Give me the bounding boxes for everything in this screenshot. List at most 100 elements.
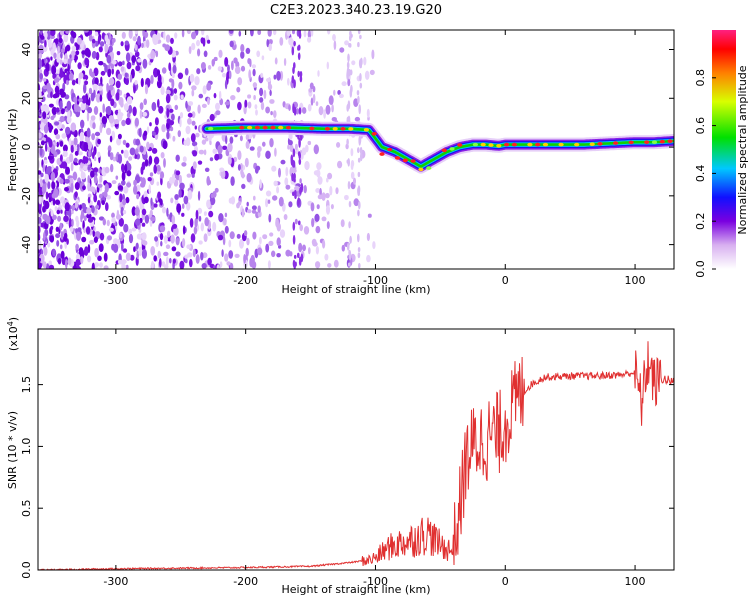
spectrogram-cell	[51, 106, 57, 115]
spectrogram-cell	[197, 190, 201, 201]
spectrogram-cell	[177, 130, 181, 138]
spectrogram-cell	[69, 217, 72, 227]
spectrogram-cell	[47, 155, 54, 161]
spectrogram-cell	[192, 248, 196, 258]
spectrogram-cell	[121, 119, 126, 127]
spectrogram-cell	[45, 191, 49, 200]
spectrogram-cell	[71, 209, 74, 215]
spectrogram-cell	[171, 215, 176, 225]
spectrogram-cell	[292, 148, 296, 158]
spectrogram-cell	[179, 118, 182, 128]
spectrogram-cell	[231, 60, 234, 71]
spectrogram-cell	[265, 243, 270, 253]
spectrogram-cell	[165, 104, 170, 112]
spectrogram-cell	[179, 112, 184, 119]
spectrogram-cell	[64, 46, 68, 53]
y-tick-label: 20	[20, 91, 33, 105]
spectrogram-cell	[201, 30, 205, 36]
spectrogram-cell	[107, 150, 111, 157]
spectrogram-cell	[332, 34, 336, 41]
spectrogram-cell	[51, 65, 57, 75]
spectrogram-cell	[60, 230, 64, 240]
ridge-hotspot	[394, 156, 401, 160]
spectrogram-cell	[175, 251, 181, 257]
spectrogram-cell	[357, 30, 361, 35]
spectrogram-cell	[315, 188, 321, 193]
spectrogram-cell	[39, 30, 43, 35]
spectrogram-cell	[245, 47, 251, 55]
ridge-hotspot	[278, 125, 284, 130]
spectrogram-cell	[46, 30, 51, 40]
spectrogram-cell	[198, 240, 203, 245]
spectrogram-cell	[157, 250, 161, 259]
spectrogram-cell	[191, 173, 195, 178]
spectrogram-cell	[157, 73, 162, 84]
spectrogram-cell	[359, 82, 363, 89]
spectrogram-cell	[191, 120, 196, 126]
spectrogram-cell	[79, 204, 82, 211]
spectrogram-cell	[86, 213, 92, 219]
spectrogram-cell	[262, 141, 266, 147]
spectrogram-cell	[80, 213, 83, 223]
spectrogram-cell	[163, 31, 166, 40]
spectrogram-cell	[300, 182, 304, 193]
colorbar-tick-label: 0.6	[694, 117, 707, 135]
spectrogram-cell	[110, 98, 115, 107]
spectrogram-ridge-track	[199, 120, 674, 174]
spectrogram-cell	[126, 112, 131, 118]
spectrogram-cell	[364, 70, 370, 81]
spectrogram-cell	[224, 253, 229, 262]
spectrogram-cell	[333, 259, 339, 268]
ridge-hotspot	[613, 141, 619, 145]
spectrogram-cell	[121, 149, 124, 154]
spectrogram-cell	[149, 172, 154, 177]
spectrogram-cell	[161, 124, 166, 133]
spectrogram-cell	[191, 111, 196, 119]
spectrogram-cell	[298, 137, 301, 148]
x-tick-label: 100	[625, 274, 646, 287]
spectrogram-cell	[140, 166, 144, 175]
spectrogram-cell	[99, 90, 103, 96]
spectrogram-cell	[74, 150, 79, 156]
spectrogram-cell	[212, 148, 218, 154]
spectrogram-cell	[237, 164, 241, 171]
ridge-hotspot	[504, 142, 510, 147]
spectrogram-cell	[259, 87, 264, 97]
spectrogram-cell	[333, 89, 336, 96]
spectrogram-cell	[175, 237, 180, 246]
spectrogram-cell	[43, 246, 48, 256]
spectrogram-cell	[203, 149, 207, 156]
spectrogram-cell	[202, 252, 208, 259]
spectrogram-cell	[347, 262, 351, 267]
spectrogram-cell	[288, 37, 294, 46]
spectrogram-cell	[59, 59, 63, 65]
spectrogram-cell	[56, 141, 59, 148]
spectrogram-cell	[322, 239, 326, 249]
spectrogram-cell	[327, 263, 332, 268]
spectrogram-cell	[302, 244, 306, 252]
spectrogram-cell	[40, 104, 46, 112]
spectrogram-cell	[268, 213, 272, 223]
spectrogram-cell	[323, 109, 326, 119]
spectrogram-cell	[348, 250, 352, 261]
spectrogram-cell	[126, 182, 132, 188]
spectrogram-cell	[132, 106, 137, 117]
spectrogram-cell	[293, 254, 297, 259]
spectrogram-cell	[121, 242, 124, 252]
spectrogram-cell	[246, 172, 252, 183]
spectrogram-cell	[182, 238, 186, 248]
spectrogram-cell	[233, 57, 238, 64]
spectrogram-cell	[214, 187, 219, 193]
spectrogram-cell	[292, 221, 296, 231]
spectrogram-cell	[268, 43, 273, 51]
spectrogram-cell	[93, 236, 98, 243]
spectrogram-cell	[214, 153, 220, 161]
y-tick-label: 0.5	[20, 499, 33, 517]
spectrogram-cell	[172, 258, 176, 264]
spectrogram-cell	[70, 162, 74, 172]
spectrogram-cell	[77, 151, 83, 156]
spectrogram-cell	[38, 262, 42, 269]
spectrogram-cell	[303, 226, 310, 235]
spectrogram-cell	[176, 203, 182, 214]
spectrogram-cell	[203, 50, 208, 58]
